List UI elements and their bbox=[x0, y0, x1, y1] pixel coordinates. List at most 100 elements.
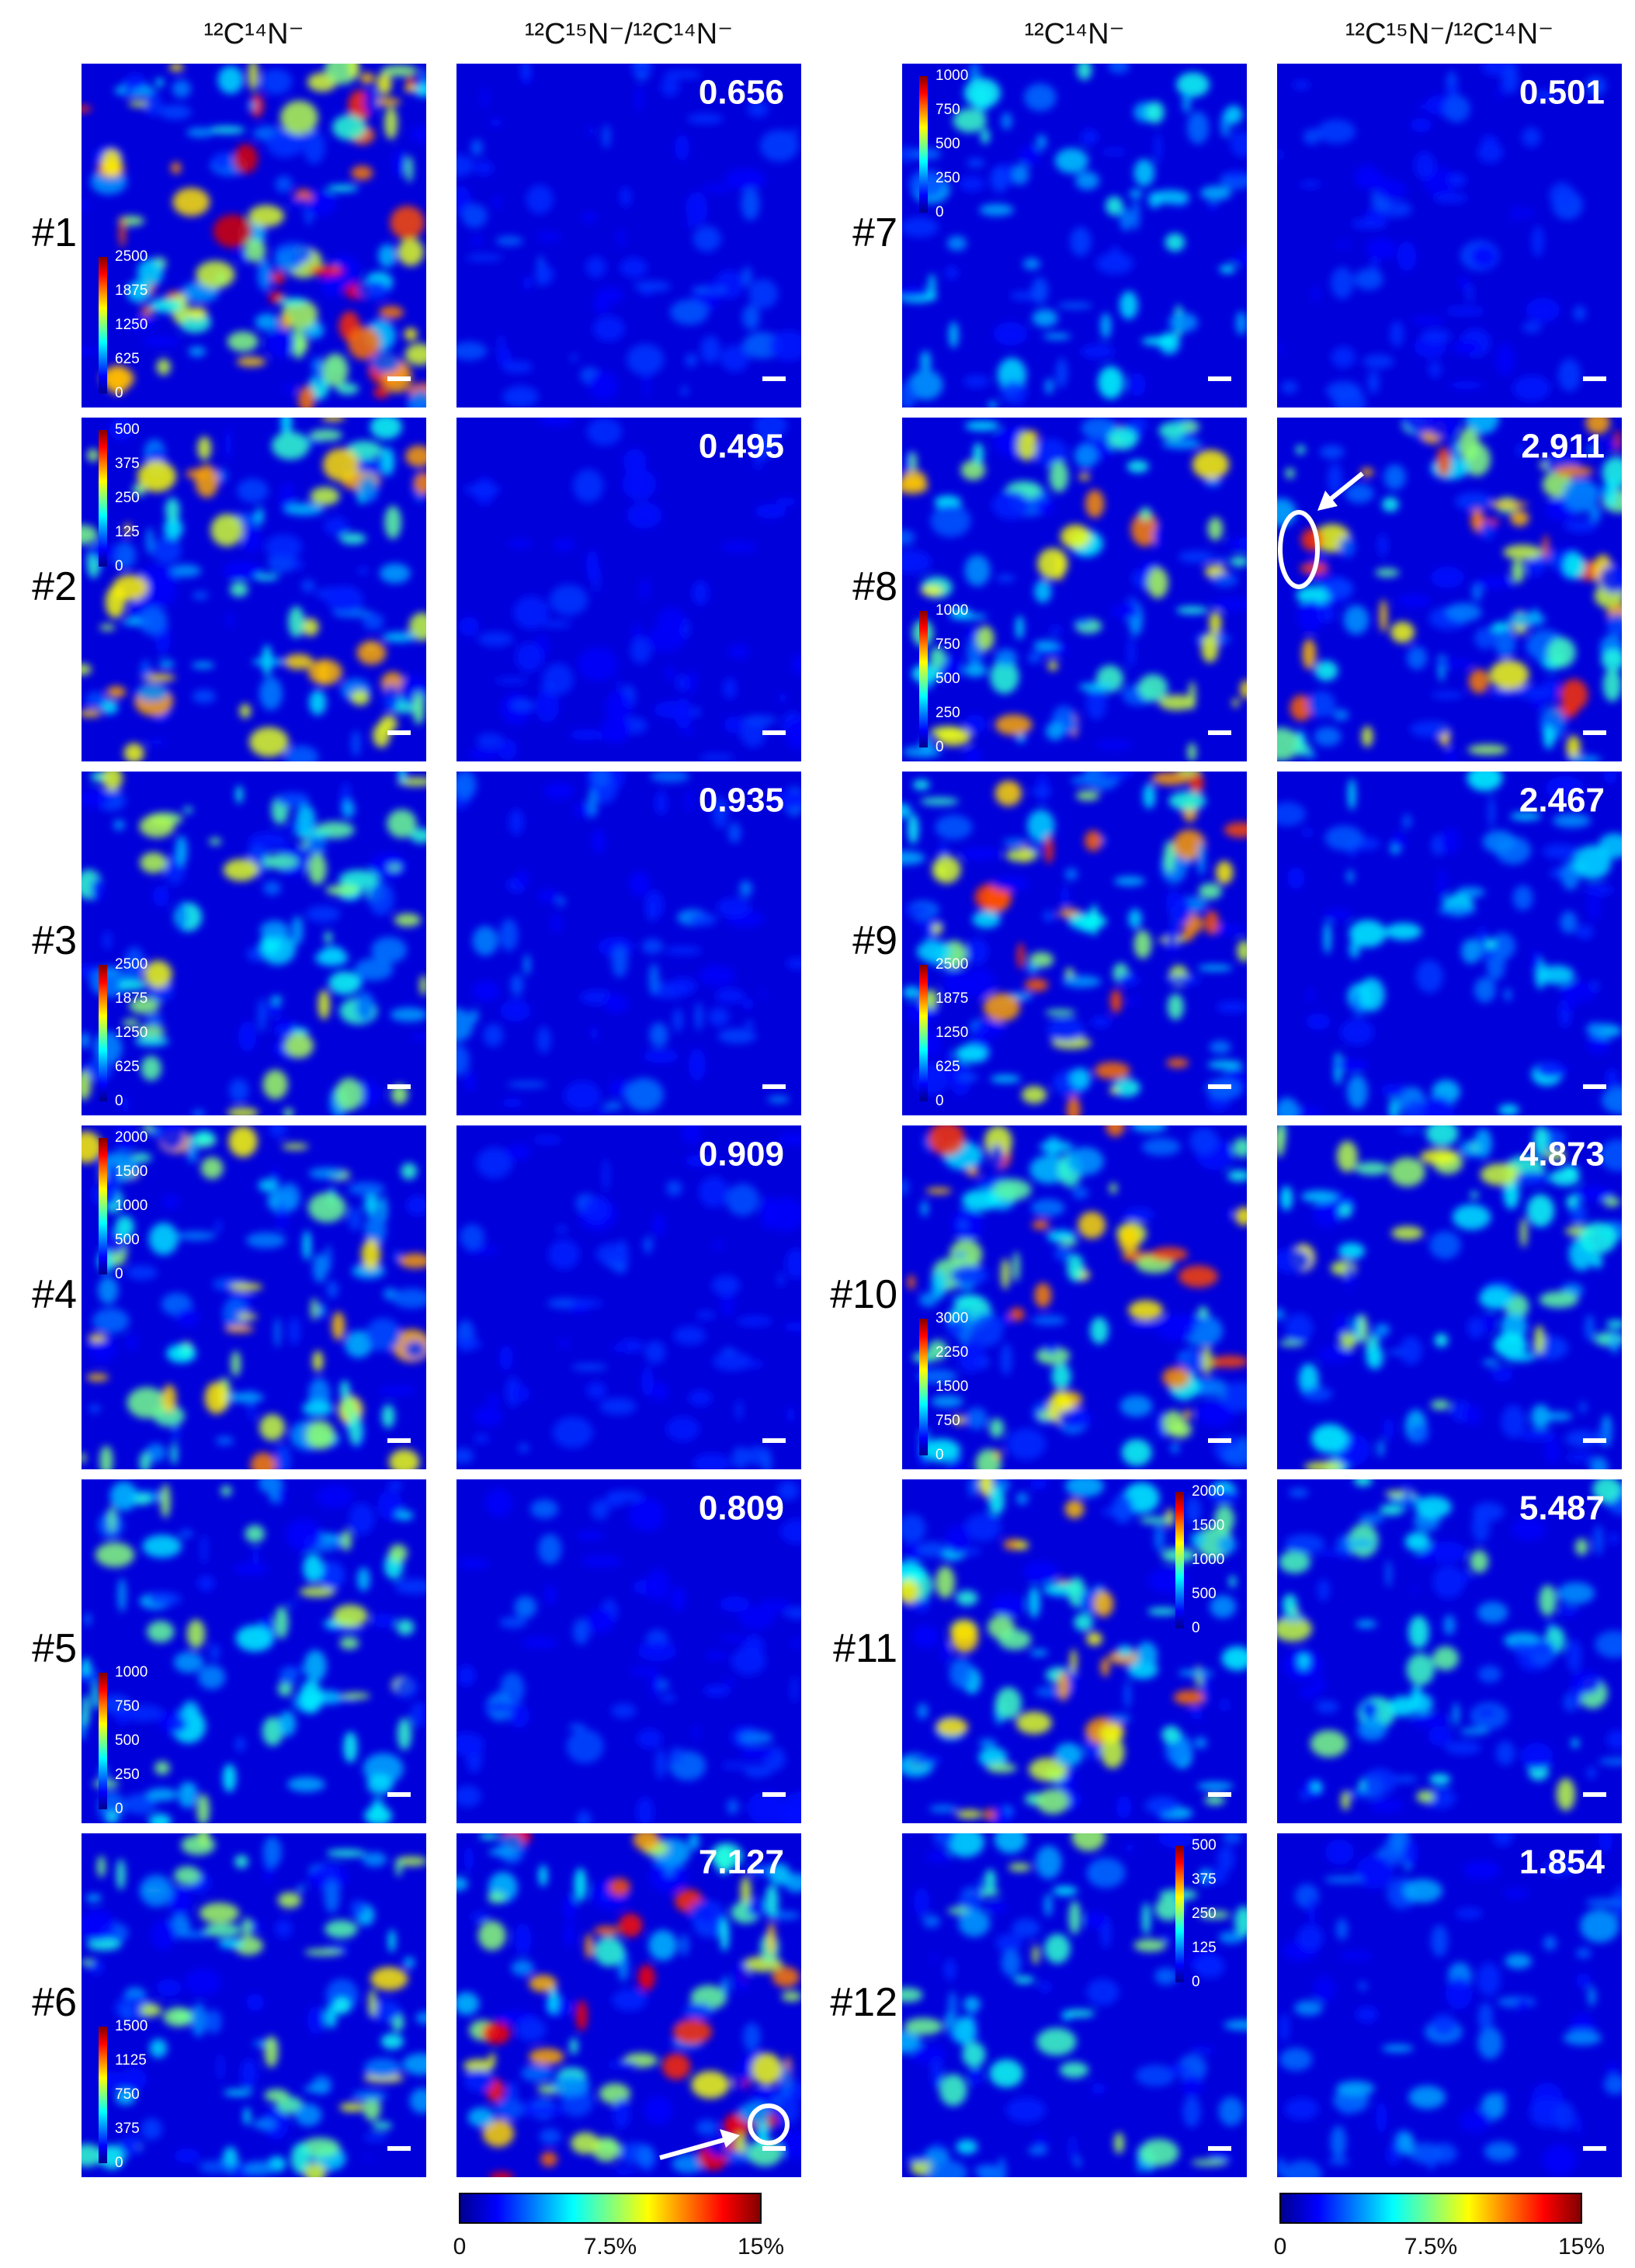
blob bbox=[650, 1666, 659, 1698]
blob bbox=[297, 1885, 304, 1892]
blob bbox=[224, 1325, 254, 1333]
blob bbox=[502, 386, 540, 407]
colorbar-tick-label: 0 bbox=[115, 1801, 123, 1817]
blob bbox=[1277, 802, 1306, 827]
colorbar-tick-label: 2500 bbox=[115, 956, 148, 973]
blob bbox=[633, 64, 651, 81]
blob bbox=[1470, 1191, 1479, 1199]
blob bbox=[1029, 1479, 1047, 1490]
blob bbox=[1202, 1672, 1210, 1704]
blob bbox=[324, 1879, 340, 1913]
blob bbox=[1290, 695, 1313, 721]
blob bbox=[456, 1044, 470, 1076]
blob bbox=[1440, 827, 1460, 855]
blob bbox=[1109, 1086, 1119, 1095]
blob bbox=[972, 1020, 1005, 1039]
blob bbox=[968, 1479, 977, 1498]
blob bbox=[665, 1180, 682, 1196]
blob bbox=[404, 1340, 426, 1358]
blob bbox=[238, 1021, 257, 1053]
blob bbox=[463, 1845, 474, 1872]
blob bbox=[321, 418, 345, 421]
blob bbox=[149, 2038, 168, 2058]
blob bbox=[902, 550, 932, 574]
blob bbox=[783, 1322, 801, 1332]
blob bbox=[262, 1070, 288, 1100]
blob bbox=[1346, 869, 1354, 883]
blob bbox=[1240, 679, 1247, 699]
blob bbox=[1314, 1549, 1352, 1557]
blob bbox=[223, 2089, 253, 2096]
blob bbox=[1493, 1333, 1528, 1358]
blob bbox=[1038, 1981, 1051, 1993]
blob bbox=[467, 747, 499, 761]
scale-bar bbox=[387, 730, 411, 735]
row-label: #5 bbox=[32, 1626, 77, 1671]
blob bbox=[1589, 505, 1601, 522]
blob bbox=[1168, 791, 1206, 811]
blob bbox=[1460, 1572, 1470, 1584]
blob bbox=[599, 1398, 637, 1415]
blob bbox=[388, 1929, 396, 1953]
blob bbox=[1406, 646, 1428, 670]
blob bbox=[905, 1541, 923, 1564]
blob bbox=[1281, 1613, 1306, 1622]
blob bbox=[1603, 2074, 1622, 2095]
blob bbox=[1526, 297, 1560, 323]
blob bbox=[1512, 885, 1533, 911]
blob bbox=[1008, 1863, 1031, 1872]
blob bbox=[266, 1004, 282, 1016]
blob bbox=[1507, 612, 1546, 627]
blob bbox=[283, 383, 297, 394]
blob bbox=[997, 2157, 1007, 2177]
blob bbox=[902, 906, 931, 914]
blob bbox=[309, 689, 327, 716]
blob bbox=[539, 418, 574, 426]
blob bbox=[363, 2058, 401, 2079]
blob bbox=[908, 813, 919, 844]
blob bbox=[539, 2128, 561, 2145]
blob bbox=[963, 375, 990, 388]
blob bbox=[530, 1499, 559, 1519]
blob bbox=[1367, 370, 1380, 394]
blob bbox=[1484, 2141, 1517, 2162]
blob bbox=[1197, 1306, 1209, 1319]
blob bbox=[1221, 1646, 1247, 1671]
blob bbox=[344, 1330, 373, 1358]
blob bbox=[902, 529, 915, 546]
blob bbox=[600, 716, 630, 744]
scale-bar bbox=[1583, 1792, 1606, 1797]
blob bbox=[361, 1239, 381, 1271]
blob bbox=[1218, 2096, 1244, 2127]
blob bbox=[234, 1736, 246, 1753]
blob bbox=[1135, 2065, 1175, 2087]
blob bbox=[198, 2160, 231, 2173]
blob bbox=[168, 64, 184, 72]
blob bbox=[1592, 1479, 1622, 1503]
blob bbox=[682, 727, 695, 735]
blob bbox=[635, 84, 643, 113]
blob bbox=[741, 266, 752, 287]
blob bbox=[687, 671, 696, 694]
blob bbox=[381, 632, 418, 643]
blob bbox=[1403, 1878, 1442, 1903]
blob bbox=[1382, 497, 1399, 512]
blob bbox=[303, 130, 325, 165]
colorbar-tick-label: 625 bbox=[115, 351, 140, 367]
blob bbox=[1028, 2145, 1048, 2155]
blob bbox=[1380, 1084, 1406, 1097]
blob bbox=[398, 772, 406, 785]
blob bbox=[406, 1195, 426, 1215]
blob bbox=[558, 1338, 570, 1348]
blob bbox=[978, 1739, 997, 1747]
blob bbox=[237, 478, 269, 503]
blob bbox=[1071, 1186, 1088, 1199]
blob bbox=[1017, 942, 1025, 969]
blob bbox=[1553, 2101, 1576, 2131]
blob bbox=[229, 1282, 263, 1292]
blob bbox=[154, 1760, 170, 1775]
blob bbox=[116, 1858, 126, 1890]
blob bbox=[505, 1143, 531, 1160]
blob bbox=[1470, 1550, 1489, 1573]
blob bbox=[1415, 1496, 1452, 1518]
